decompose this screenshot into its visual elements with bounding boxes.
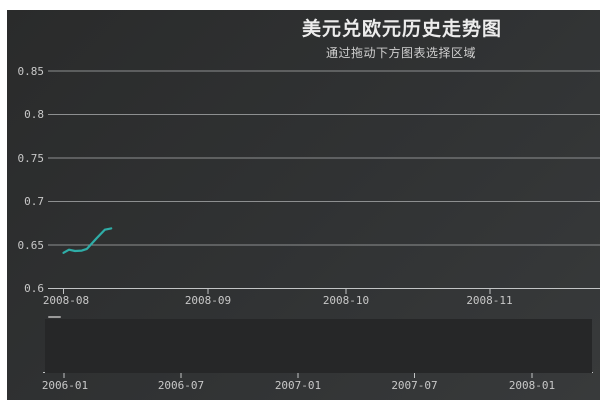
- x-axis-label: 2008-10: [322, 294, 370, 307]
- y-axis-label: 0.85: [17, 64, 45, 78]
- navigator-drag-panel[interactable]: [45, 319, 592, 373]
- navigator-axis-label: 2007-01: [274, 379, 322, 392]
- y-axis-label: 0.8: [24, 108, 44, 121]
- y-axis-label: 0.7: [24, 195, 44, 208]
- x-axis-label: 2008-11: [466, 294, 513, 307]
- navigator-axis-label: 2006-07: [157, 379, 205, 392]
- chart-title: 美元兑欧元历史走势图: [301, 18, 502, 40]
- chart-subtitle: 通过拖动下方图表选择区域: [325, 46, 476, 60]
- y-axis-label: 0.75: [17, 151, 45, 165]
- y-axis-label: 0.6: [24, 282, 44, 295]
- navigator-axis-label: 2008-01: [508, 379, 556, 392]
- navigator-axis-label: 2006-01: [41, 379, 89, 392]
- x-axis-label: 2008-08: [42, 294, 90, 307]
- y-axis-label: 0.65: [17, 238, 45, 252]
- x-axis-label: 2008-09: [184, 294, 232, 307]
- navigator-left-handle[interactable]: [48, 316, 61, 318]
- navigator-axis-label: 2007-07: [391, 379, 438, 392]
